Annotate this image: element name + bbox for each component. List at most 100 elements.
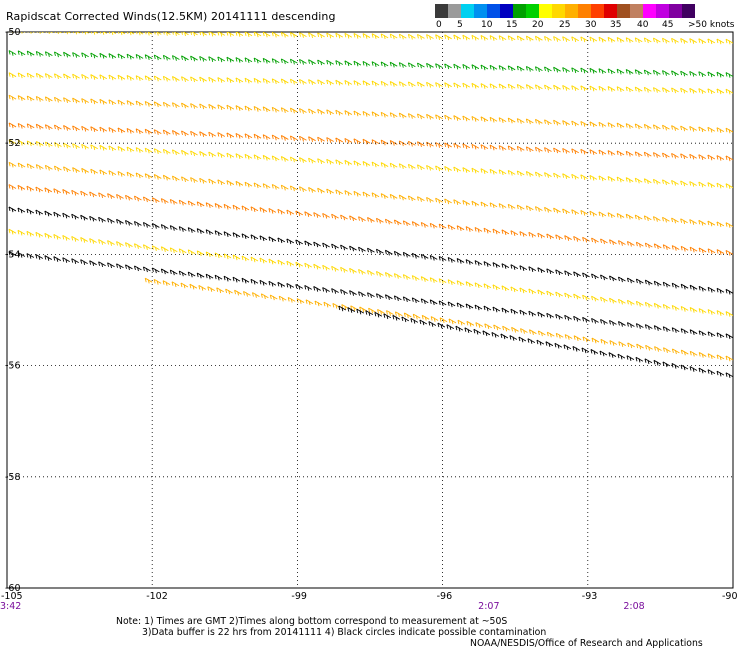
wind-barb: [516, 170, 525, 177]
wind-barb: [671, 217, 679, 224]
wind-barb: [600, 274, 608, 281]
wind-barb: [407, 33, 416, 40]
wind-barb: [607, 36, 616, 43]
wind-barb: [671, 348, 680, 355]
wind-barb: [289, 78, 298, 85]
wind-barb: [223, 231, 232, 237]
wind-barb: [407, 195, 416, 202]
wind-barb: [489, 83, 498, 90]
wind-barb: [253, 133, 262, 140]
wind-barb: [35, 231, 44, 238]
wind-barb: [384, 272, 393, 278]
wind-barb: [389, 81, 398, 87]
map-notes: Note: 1) Times are GMT 2)Times along bot…: [116, 616, 546, 638]
wind-barb: [389, 140, 398, 146]
wind-barb: [571, 36, 579, 43]
wind-barb: [680, 38, 688, 44]
wind-barb: [9, 32, 17, 34]
wind-barb: [17, 207, 26, 214]
wind-barb: [340, 289, 348, 295]
wind-barb: [259, 279, 268, 286]
wind-barb: [313, 212, 321, 218]
wind-barbs-layer: [7, 32, 733, 379]
wind-barb: [36, 32, 44, 34]
wind-barb: [63, 51, 71, 58]
time-label: 3:42: [0, 601, 21, 612]
wind-barb: [7, 164, 8, 166]
wind-barb: [7, 126, 8, 127]
wind-barb: [671, 125, 679, 131]
wind-barb: [286, 238, 295, 245]
wind-barb: [492, 228, 501, 235]
wind-barb: [208, 32, 216, 37]
wind-barb: [289, 107, 298, 114]
wind-barb: [528, 288, 537, 295]
wind-barb: [402, 296, 411, 303]
colorbar-bin-0: [435, 4, 448, 18]
wind-barb: [707, 369, 716, 375]
wind-barb: [625, 213, 634, 220]
wind-barb: [271, 134, 280, 141]
wind-barb: [546, 290, 554, 297]
latitude-label: -54: [5, 249, 21, 260]
wind-barb: [544, 172, 552, 178]
wind-barb: [643, 215, 652, 222]
wind-barb: [501, 229, 510, 236]
wind-barb: [7, 187, 8, 188]
wind-barb: [380, 61, 389, 68]
wind-barb: [439, 317, 448, 324]
wind-barb: [349, 245, 357, 252]
wind-barb: [652, 69, 661, 76]
wind-barb: [235, 77, 244, 84]
wind-barb: [190, 76, 198, 83]
wind-barb: [259, 235, 268, 242]
wind-barb: [108, 145, 117, 152]
wind-barb: [680, 364, 689, 371]
wind-barb: [519, 287, 528, 294]
wind-barb: [107, 193, 115, 199]
wind-barb: [689, 307, 698, 313]
wind-barb: [162, 101, 171, 108]
wind-barb: [259, 207, 268, 213]
wind-barb: [393, 295, 402, 302]
wind-barb: [598, 68, 607, 74]
wind-barb: [90, 74, 98, 80]
wind-barb: [498, 35, 507, 41]
wind-barb: [389, 33, 398, 40]
wind-barb: [172, 32, 180, 36]
wind-barb: [707, 88, 716, 95]
wind-barb: [544, 35, 552, 42]
wind-barb: [162, 129, 171, 136]
wind-barb: [407, 163, 416, 170]
wind-barb: [625, 37, 634, 43]
wind-barb: [725, 72, 733, 78]
wind-barb: [573, 236, 581, 242]
wind-barb: [331, 243, 339, 250]
wind-barb: [528, 231, 537, 238]
wind-barb: [299, 157, 307, 163]
wind-barb: [253, 154, 262, 161]
wind-barb: [426, 81, 434, 88]
wind-barb: [716, 310, 725, 316]
wind-barb: [474, 260, 483, 266]
wind-barb: [411, 275, 420, 281]
wind-barb: [462, 200, 471, 206]
wind-barb: [580, 148, 589, 155]
wind-barb: [716, 249, 725, 255]
wind-barb: [326, 188, 334, 195]
wind-barb: [662, 179, 670, 186]
wind-barb: [335, 60, 343, 66]
wind-barb: [350, 305, 358, 312]
wind-barb: [126, 127, 135, 134]
wind-barb: [537, 289, 546, 296]
wind-barb: [289, 156, 298, 163]
wind-barb: [232, 254, 241, 261]
wind-barb: [54, 32, 62, 35]
longitude-label: -93: [582, 591, 598, 602]
wind-barb: [420, 298, 429, 305]
wind-barb: [326, 32, 334, 39]
wind-barb: [199, 55, 207, 62]
wind-barb: [625, 123, 634, 129]
wind-barb: [652, 152, 661, 158]
wind-barb: [689, 329, 698, 335]
